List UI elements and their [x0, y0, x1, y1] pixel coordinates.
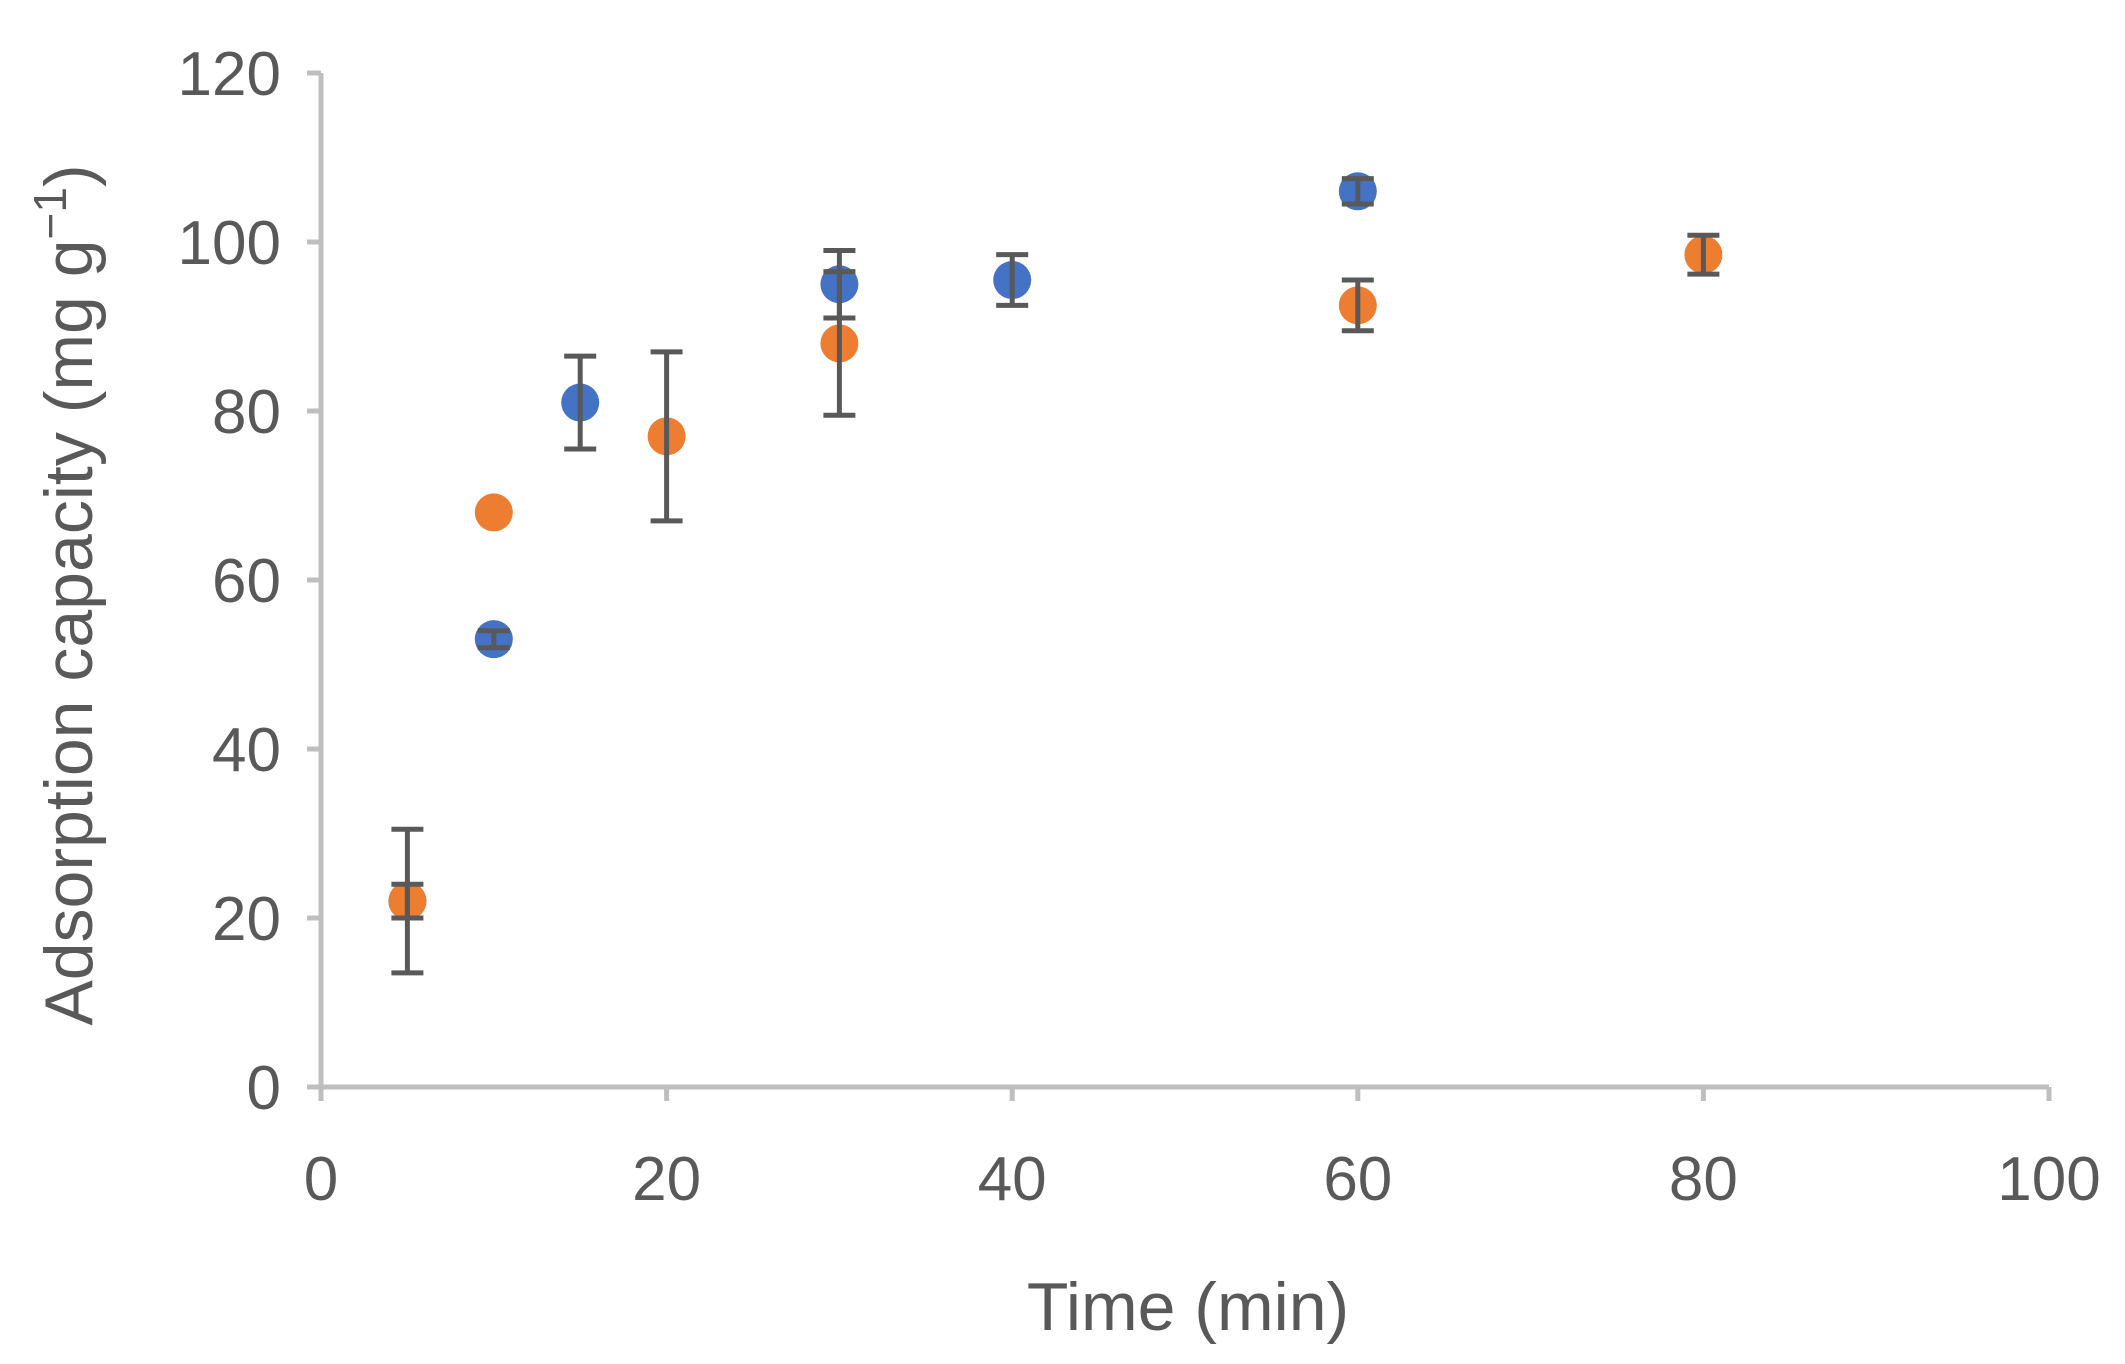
axes: 0 20 40 60 80 100 120 0 20 40 60 80 100: [178, 40, 2101, 1214]
x-axis-title: Time (min): [1027, 1269, 1349, 1345]
y-axis-title-superscript: −1: [24, 187, 76, 239]
series-2-error-bar: [823, 269, 856, 418]
y-axis-title: Adsorption capacity (mg g−1): [24, 164, 107, 1025]
data-marks: [388, 172, 1723, 976]
x-tick-label: 100: [1997, 1145, 2100, 1214]
y-tick-label: 0: [247, 1054, 281, 1123]
y-axis-title-close: ): [31, 164, 107, 187]
y-tick-label: 60: [212, 547, 281, 616]
series-2-error-bar: [1341, 277, 1374, 334]
y-tick-label: 20: [212, 885, 281, 954]
x-tick-label: 0: [304, 1145, 338, 1214]
series-1-error-bar: [996, 252, 1029, 308]
x-tick-label: 20: [632, 1145, 701, 1214]
series-2-error-bar: [1687, 232, 1720, 277]
x-tick-label: 80: [1669, 1145, 1738, 1214]
x-tick-label: 60: [1323, 1145, 1392, 1214]
series-1-error-bar: [564, 353, 597, 452]
series-1-error-bar: [477, 628, 510, 651]
series-1-error-bar: [1341, 176, 1374, 207]
y-tick-label: 120: [178, 40, 281, 109]
y-tick-label: 80: [212, 378, 281, 447]
y-axis-title-main: Adsorption capacity (mg g: [31, 239, 107, 1025]
series-2-point: [474, 493, 513, 532]
x-tick-label: 40: [978, 1145, 1047, 1214]
y-tick-label: 40: [212, 716, 281, 785]
y-tick-label: 100: [178, 209, 281, 278]
series-2-error-bar: [650, 349, 683, 524]
series-2-error-bar: [391, 826, 424, 976]
